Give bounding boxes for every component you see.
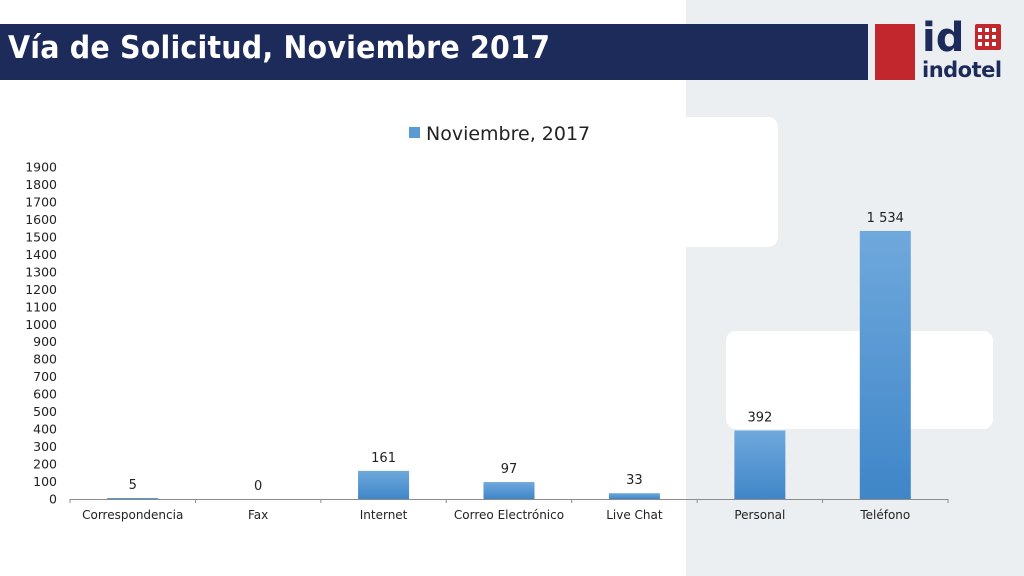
y-tick-label: 1500 [25,229,57,244]
background-shape [726,331,993,429]
y-tick-label: 300 [33,439,57,454]
data-label: 97 [501,462,518,477]
logo-grid-icon [975,24,1001,50]
bar [483,482,535,499]
y-tick-label: 100 [33,474,57,489]
y-tick-label: 600 [33,387,57,402]
x-tick-label: Live Chat [606,508,663,522]
x-tick-label: Internet [360,508,408,522]
y-tick-label: 1600 [25,212,57,227]
x-tick-label: Personal [734,508,785,522]
y-tick-label: 900 [33,334,57,349]
data-label: 161 [371,451,396,466]
y-tick-label: 1300 [25,264,57,279]
indotel-logo: id indotel [922,15,1012,84]
background-shape [686,117,778,247]
y-tick-label: 1100 [25,299,57,314]
y-tick-label: 1900 [25,160,57,175]
bar [358,470,410,499]
bar [608,493,660,499]
x-tick-label: Fax [248,508,268,522]
y-tick-label: 400 [33,422,57,437]
y-tick-label: 800 [33,352,57,367]
data-label: 392 [747,411,772,426]
legend-swatch [409,127,420,138]
logo-red-block [875,24,915,80]
y-tick-label: 700 [33,369,57,384]
slide-title: Vía de Solicitud, Noviembre 2017 [8,30,551,66]
data-label: 5 [129,478,137,493]
title-bar [0,24,868,80]
y-tick-label: 1400 [25,247,57,262]
logo-name: indotel [922,58,1002,82]
x-tick-label: Teléfono [859,508,910,522]
x-tick-label: Correspondencia [82,508,183,522]
x-tick-label: Correo Electrónico [454,508,564,522]
logo-mark: id [922,15,965,61]
data-label: 33 [626,473,643,488]
y-tick-label: 500 [33,404,57,419]
y-tick-label: 1000 [25,317,57,332]
y-tick-label: 1700 [25,194,57,209]
bar [107,498,159,499]
legend-label: Noviembre, 2017 [426,123,590,145]
data-label: 1 534 [867,211,904,226]
y-tick-label: 0 [49,492,57,507]
y-tick-label: 1200 [25,282,57,297]
data-label: 0 [254,479,262,494]
y-tick-label: 1800 [25,177,57,192]
y-tick-label: 200 [33,457,57,472]
bar [734,430,786,499]
bar [859,230,911,500]
